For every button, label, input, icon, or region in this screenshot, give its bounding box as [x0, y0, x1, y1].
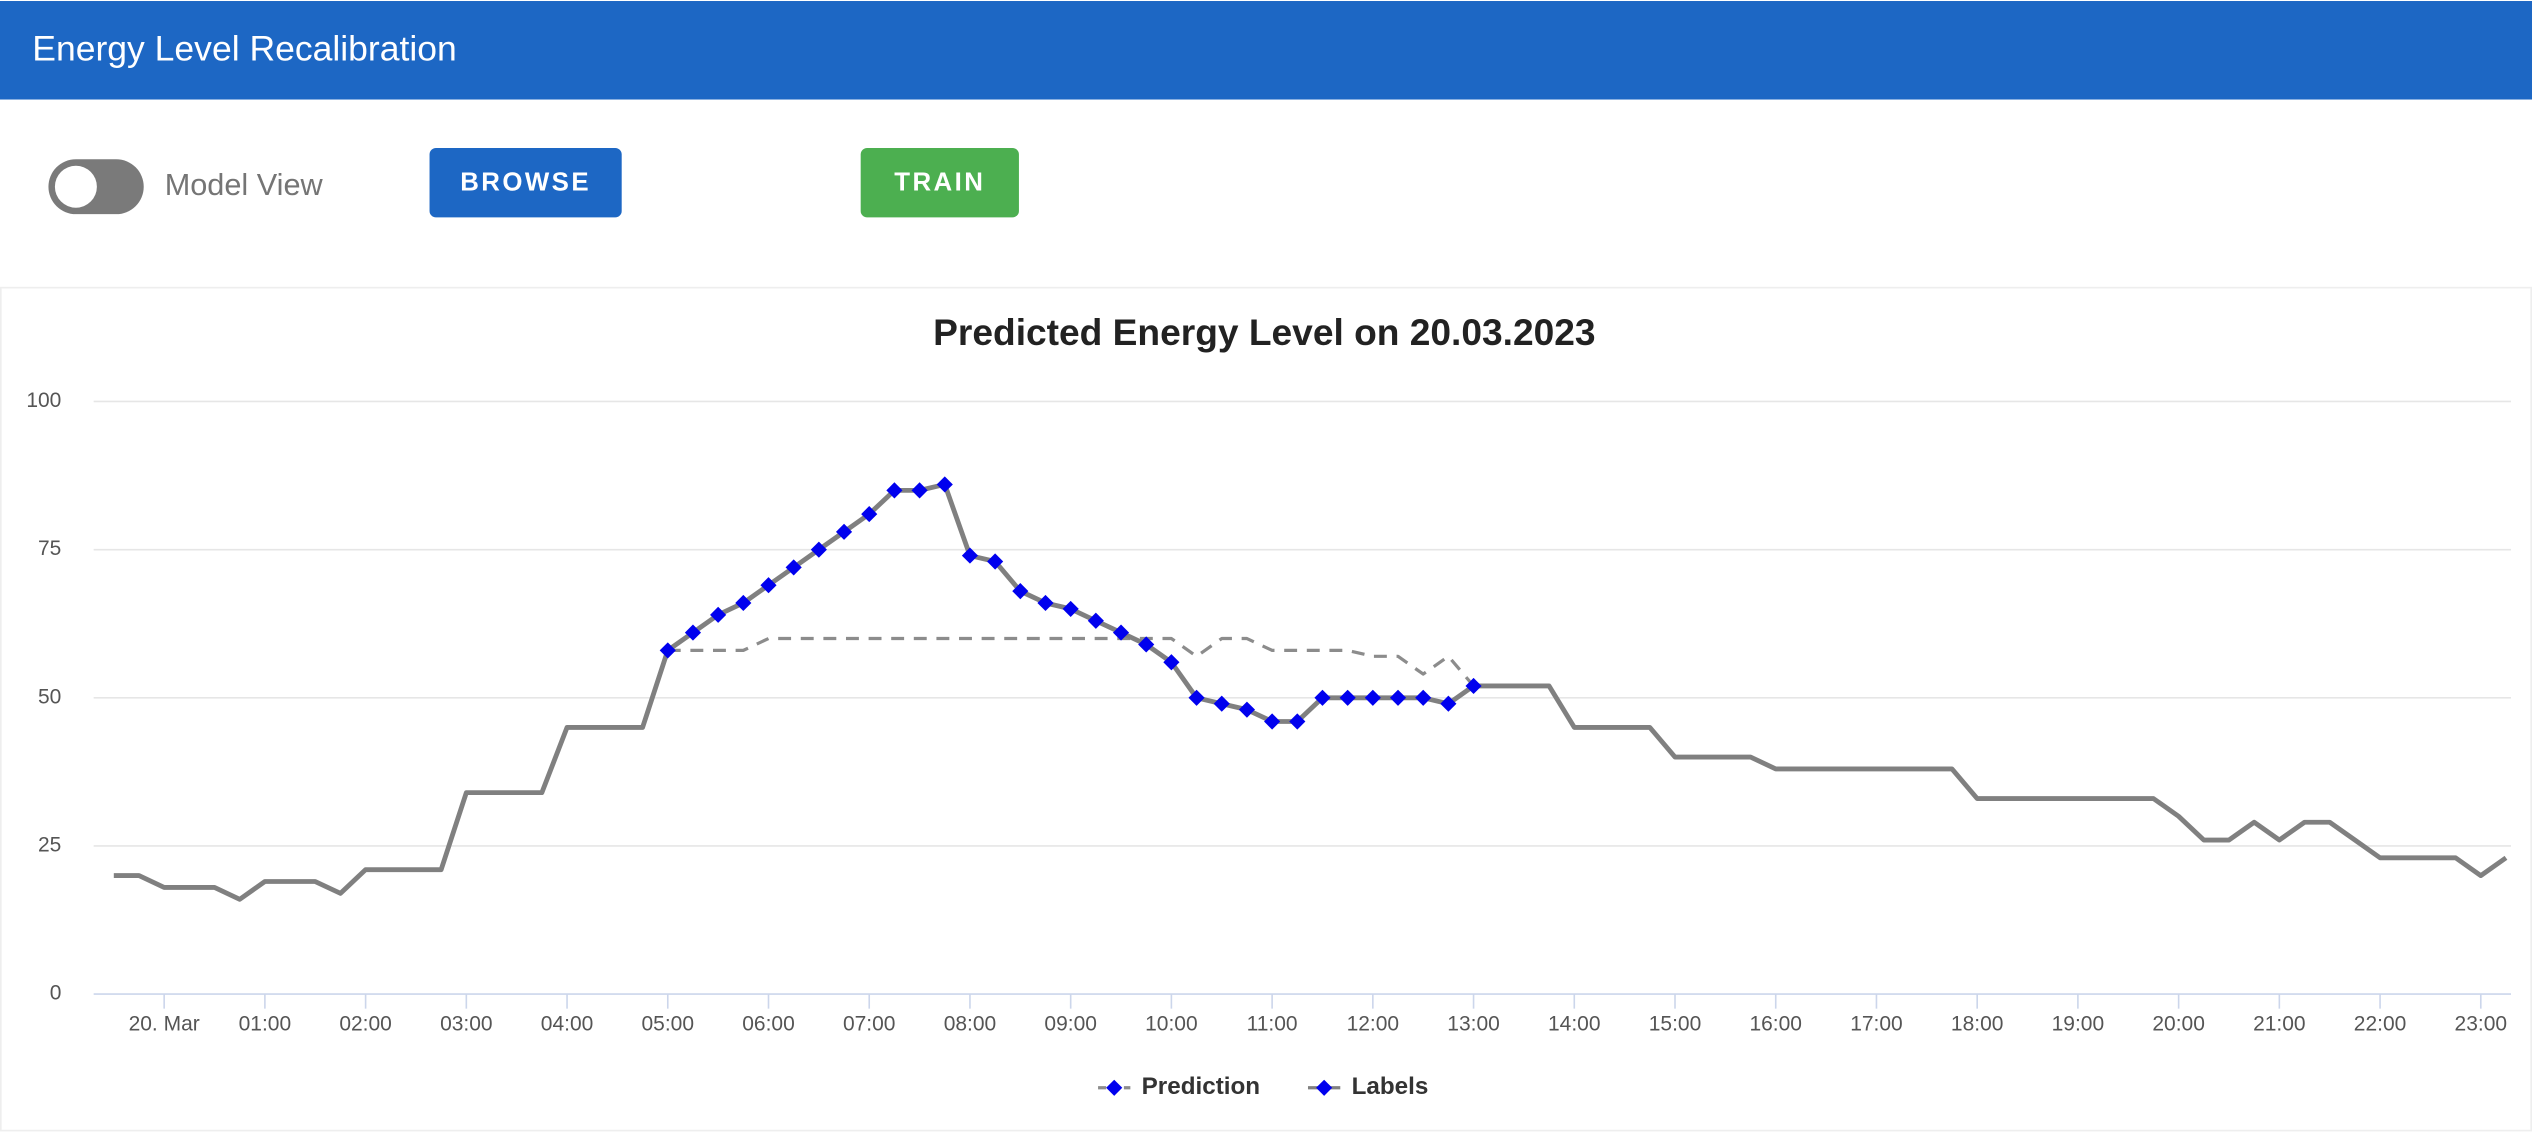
data-point: [735, 594, 752, 612]
button-bg[interactable]: [860, 147, 1019, 218]
x-tick-label: 20. Mar: [129, 1012, 200, 1035]
legend-item[interactable]: Labels: [1307, 1073, 1429, 1100]
series-line: [667, 636, 1475, 687]
x-tick-label: 06:00: [742, 1012, 795, 1035]
y-tick-label: 75: [38, 537, 61, 560]
x-tick-label: 09:00: [1044, 1012, 1097, 1035]
browse-button[interactable]: BROWSE: [429, 147, 622, 218]
data-point: [1163, 654, 1180, 671]
plot: 0 25 50 75 100 20. Mar 01:00 02:00 03:00 04:00 05:…: [26, 389, 2512, 1100]
x-tick-label: 16:00: [1749, 1012, 1802, 1035]
data-point: [659, 642, 676, 659]
x-tick-label: 02:00: [339, 1012, 392, 1035]
y-tick-label: 25: [38, 834, 61, 857]
data-point: [961, 547, 979, 564]
x-tick-label: 01:00: [239, 1012, 292, 1035]
data-point: [1465, 677, 1482, 695]
data-point: [1314, 689, 1331, 706]
legend-symbol: [1316, 1079, 1333, 1096]
legend-label: Labels: [1352, 1073, 1429, 1100]
x-tick-label: 22:00: [2354, 1012, 2407, 1035]
data-point: [1339, 689, 1356, 706]
data-point: [810, 541, 827, 558]
data-point: [936, 476, 953, 493]
x-tick-label: 21:00: [2253, 1012, 2306, 1035]
button-bg[interactable]: [429, 147, 622, 218]
x-tick-label: 11:00: [1247, 1012, 1298, 1035]
x-tick-label: 05:00: [642, 1012, 695, 1035]
chart-title: Predicted Energy Level on 20.03.2023: [933, 311, 1595, 353]
data-point: [1415, 689, 1432, 706]
data-point: [1062, 600, 1079, 617]
x-tick-label: 17:00: [1850, 1012, 1903, 1035]
data-point: [1440, 695, 1457, 712]
button-label[interactable]: BROWSE: [460, 168, 591, 196]
series-line: [113, 482, 2508, 902]
button-label[interactable]: TRAIN: [894, 168, 985, 196]
x-tick-label: 23:00: [2455, 1012, 2508, 1035]
data-point: [1188, 689, 1205, 706]
data-point: [1037, 594, 1054, 612]
x-tick-label: 03:00: [440, 1012, 493, 1035]
train-button[interactable]: TRAIN: [860, 147, 1019, 218]
x-tick-label: 12:00: [1347, 1012, 1400, 1035]
data-point: [987, 553, 1004, 570]
data-point: [1364, 689, 1381, 706]
data-point: [1264, 713, 1281, 730]
x-tick-label: 14:00: [1548, 1012, 1601, 1035]
x-tick-label: 08:00: [944, 1012, 997, 1035]
data-point: [1389, 689, 1407, 706]
x-tick-label: 19:00: [2052, 1012, 2105, 1035]
toggle[interactable]: [48, 159, 144, 215]
toggle-knob[interactable]: [54, 165, 97, 208]
chart-card: [0, 286, 2532, 1132]
x-tick-label: 15:00: [1649, 1012, 1702, 1035]
app-bar: [0, 1, 2532, 100]
legend-item[interactable]: Prediction: [1098, 1073, 1260, 1100]
data-point: [1012, 583, 1029, 600]
y-tick-label: 100: [26, 389, 61, 412]
legend-label: Prediction: [1142, 1073, 1260, 1100]
toggle-label[interactable]: Model View: [165, 167, 324, 202]
data-point: [1289, 713, 1306, 730]
x-tick-label: 20:00: [2152, 1012, 2205, 1035]
app-title: Energy Level Recalibration: [32, 28, 456, 68]
data-point: [886, 482, 903, 499]
legend-symbol: [1106, 1079, 1123, 1096]
data-point: [1238, 701, 1256, 718]
data-point: [1087, 612, 1104, 629]
data-point: [861, 506, 878, 523]
data-point: [710, 606, 727, 623]
x-tick-label: 13:00: [1447, 1012, 1500, 1035]
data-point: [785, 559, 802, 576]
data-point: [1213, 695, 1230, 712]
x-tick-label: 04:00: [541, 1012, 594, 1035]
x-tick-label: 07:00: [843, 1012, 896, 1035]
x-tick-label: 10:00: [1145, 1012, 1198, 1035]
y-tick-label: 0: [50, 982, 62, 1005]
y-tick-label: 50: [38, 685, 61, 708]
data-point: [911, 482, 928, 499]
data-point: [760, 577, 777, 594]
x-tick-label: 18:00: [1951, 1012, 2004, 1035]
